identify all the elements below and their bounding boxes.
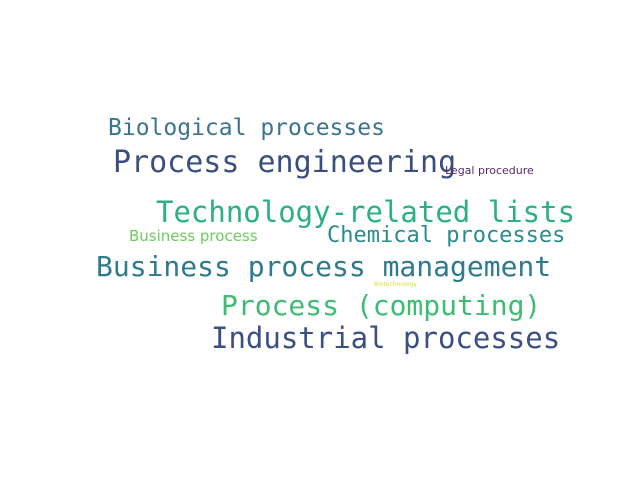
word-industrial-processes: Industrial processes [211,321,561,355]
word-legal-procedure: Legal procedure [445,164,534,177]
word-biological-processes: Biological processes [108,115,385,141]
word-business-process: Business process [129,227,258,245]
word-chemical-processes: Chemical processes [327,223,566,248]
word-technology-related-lists: Technology-related lists [156,195,576,229]
word-process-computing: Process (computing) [221,289,542,322]
word-process-engineering: Process engineering [113,145,457,180]
word-business-process-management: Business process management [96,250,552,283]
word-biotechnology: Biotechnology [374,281,417,288]
